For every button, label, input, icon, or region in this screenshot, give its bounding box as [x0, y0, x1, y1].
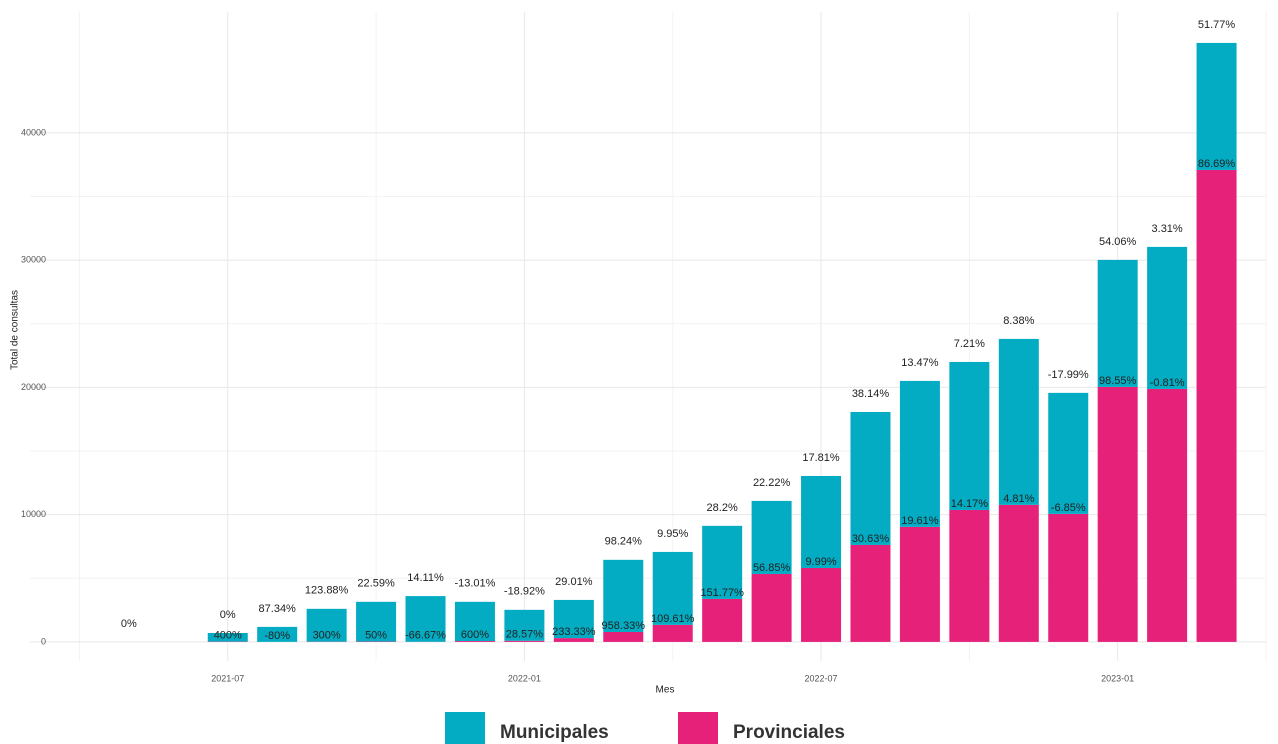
change-label: 29.01% [555, 576, 593, 588]
x-tick-label: 2022-07 [805, 673, 838, 683]
bar-segment [1147, 388, 1188, 642]
change-label: 14.17% [951, 498, 989, 510]
bar-segment [257, 626, 298, 642]
bar-segment [1097, 386, 1138, 642]
bar-segment [1097, 259, 1138, 387]
bar-segment [207, 633, 248, 642]
bar-segment [1048, 392, 1089, 514]
y-axis-label: Total de consultas [10, 290, 21, 370]
change-label: 14.11% [407, 572, 444, 584]
change-label: 9.95% [657, 528, 688, 540]
change-label: 233.33% [552, 626, 596, 638]
bar-segment [899, 380, 940, 527]
change-label: -17.99% [1048, 369, 1089, 381]
change-label: 22.22% [753, 477, 791, 489]
bar-segment [801, 475, 842, 568]
x-tick-label: 2023-01 [1101, 673, 1134, 683]
change-label: 19.61% [901, 515, 939, 527]
y-tick-label: 20000 [21, 382, 46, 392]
change-label: 28.2% [707, 502, 738, 514]
bar-segment [306, 608, 347, 642]
bar-segment [801, 567, 842, 642]
change-label: 56.85% [753, 562, 791, 574]
change-label: 30.63% [852, 533, 890, 545]
change-label: 50% [365, 629, 387, 641]
change-label: 38.14% [852, 388, 890, 400]
x-axis-label: Mes [656, 685, 675, 696]
change-label: 8.38% [1003, 315, 1034, 327]
legend-swatch [445, 712, 485, 744]
change-label: -80% [264, 630, 290, 642]
change-label: 9.99% [805, 556, 836, 568]
legend-swatch [678, 712, 718, 744]
change-label: -6.85% [1051, 502, 1086, 514]
change-label: -0.81% [1150, 377, 1185, 389]
bar-segment [1147, 246, 1188, 389]
bar-segment [949, 509, 990, 642]
y-tick-label: 10000 [21, 509, 46, 519]
bar-segment [998, 504, 1039, 642]
bar-segment [702, 598, 743, 642]
x-tick-label: 2022-01 [508, 673, 541, 683]
bar-segment [553, 638, 594, 642]
change-label: 86.69% [1198, 158, 1236, 170]
change-label: 7.21% [954, 338, 985, 350]
bar-segment [1196, 169, 1237, 642]
change-label: 3.31% [1152, 223, 1183, 235]
legend-label: Provinciales [733, 722, 845, 743]
change-label: 0% [220, 609, 236, 621]
bar-segment [603, 631, 644, 642]
x-tick-label: 2021-07 [211, 673, 244, 683]
y-tick-label: 30000 [21, 255, 46, 265]
bar-segment [553, 599, 594, 639]
bar-segment [751, 500, 792, 574]
bar-segment [949, 361, 990, 510]
bar-segment [1048, 513, 1089, 642]
change-label: 54.06% [1099, 236, 1137, 248]
bar-segment [702, 525, 743, 599]
bar-segment [1196, 42, 1237, 170]
bar-segment [504, 609, 545, 641]
bar-segment [652, 624, 693, 642]
bar-segment [751, 573, 792, 642]
change-label: -18.92% [504, 586, 545, 598]
bar-segment [998, 338, 1039, 505]
change-label: -13.01% [454, 578, 495, 590]
bar-segment [405, 596, 446, 642]
bar-segment [454, 601, 495, 642]
change-label: 13.47% [901, 357, 939, 369]
bar-segment [652, 551, 693, 625]
y-tick-label: 40000 [21, 127, 46, 137]
change-label: 4.81% [1003, 493, 1034, 505]
bar-segment [850, 544, 891, 642]
change-label: 109.61% [651, 613, 695, 625]
change-label: 151.77% [700, 587, 744, 599]
legend-label: Municipales [500, 722, 609, 743]
change-label: 17.81% [802, 452, 840, 464]
change-label: 123.88% [305, 585, 349, 597]
change-label: 98.55% [1099, 375, 1137, 387]
bar-segment [899, 526, 940, 642]
change-label: 400% [214, 629, 242, 641]
change-label: -66.67% [405, 630, 446, 642]
bar-segment [454, 641, 495, 642]
change-label: 300% [313, 630, 341, 642]
change-label: 98.24% [605, 536, 643, 548]
change-label: 22.59% [357, 578, 395, 590]
bar-segment [603, 559, 644, 632]
bar-segment [356, 601, 397, 642]
change-label: 600% [461, 629, 489, 641]
y-tick-label: 0 [41, 636, 46, 646]
change-label: 51.77% [1198, 19, 1236, 31]
change-label: 0% [121, 618, 137, 630]
change-label: 958.33% [602, 620, 646, 632]
change-label: 87.34% [259, 603, 297, 615]
bar-segment [850, 411, 891, 545]
change-label: 28.57% [506, 629, 544, 641]
bar-segment [504, 640, 545, 642]
